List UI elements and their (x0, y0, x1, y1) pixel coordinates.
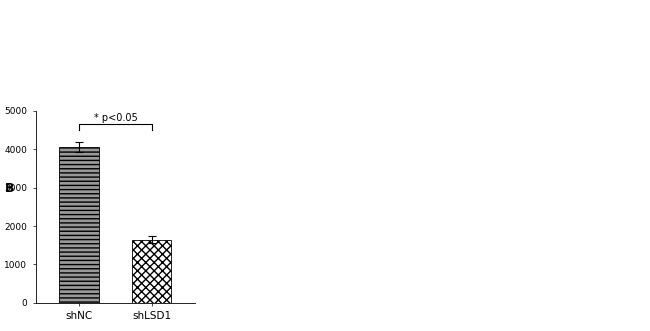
Text: * p<0.05: * p<0.05 (94, 113, 137, 123)
Bar (59, 147, 99, 303)
Bar (132, 240, 172, 303)
Text: B: B (5, 182, 15, 195)
Y-axis label: Volumn of dissemination(mm3): Volumn of dissemination(mm3) (0, 136, 2, 278)
